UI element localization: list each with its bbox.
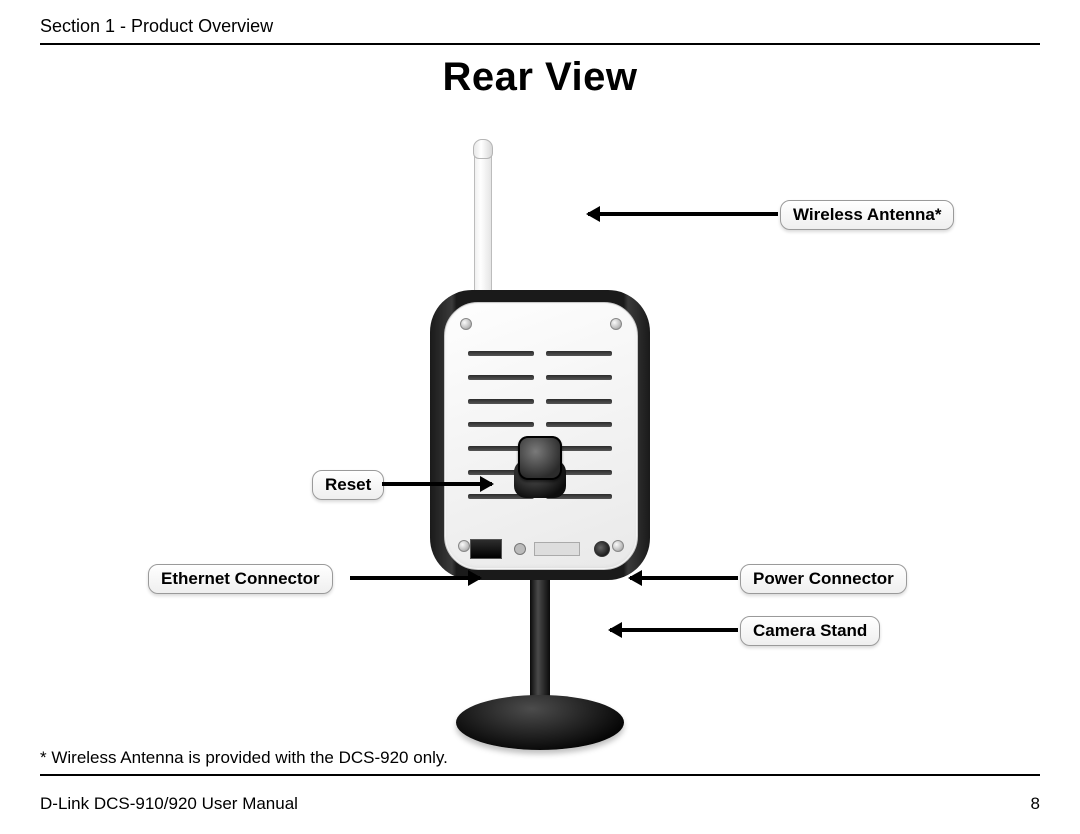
reset-hole-shape	[514, 543, 526, 555]
footer-page-number: 8	[1031, 794, 1040, 814]
footer-rule	[40, 774, 1040, 776]
mount-hub-shape	[518, 436, 562, 480]
callout-reset: Reset	[312, 470, 384, 500]
screw-icon	[610, 318, 622, 330]
rear-view-diagram: Wireless Antenna* Reset Ethernet Connect…	[40, 100, 1040, 720]
callout-stand: Camera Stand	[740, 616, 880, 646]
callout-wireless-antenna: Wireless Antenna*	[780, 200, 954, 230]
arrow-icon	[382, 482, 492, 486]
camera-illustration	[410, 140, 670, 740]
sticker-shape	[534, 542, 580, 556]
screw-icon	[612, 540, 624, 552]
callout-power: Power Connector	[740, 564, 907, 594]
section-header: Section 1 - Product Overview	[40, 0, 1040, 43]
arrow-icon	[588, 212, 778, 216]
callout-ethernet: Ethernet Connector	[148, 564, 333, 594]
page-title: Rear View	[40, 55, 1040, 100]
header-rule	[40, 43, 1040, 45]
footer-manual-title: D-Link DCS-910/920 User Manual	[40, 794, 298, 814]
screw-icon	[458, 540, 470, 552]
power-port-shape	[594, 541, 610, 557]
ethernet-port-shape	[470, 539, 502, 559]
footnote: * Wireless Antenna is provided with the …	[40, 748, 448, 768]
arrow-icon	[610, 628, 738, 632]
arrow-icon	[630, 576, 738, 580]
arrow-icon	[350, 576, 480, 580]
port-row	[470, 538, 610, 560]
screw-icon	[460, 318, 472, 330]
stand-base-shape	[456, 695, 624, 750]
